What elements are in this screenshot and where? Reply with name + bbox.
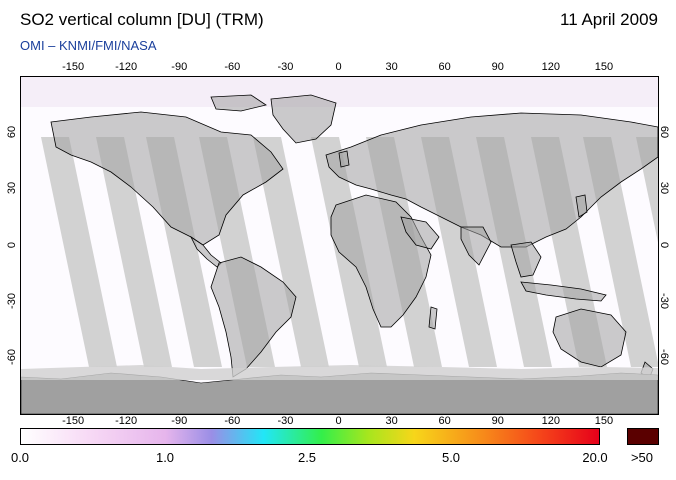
south-america [210, 256, 297, 378]
india [460, 226, 492, 266]
lon-tick-bottom: -90 [171, 415, 188, 427]
colorbar-overflow-label: >50 [630, 450, 654, 465]
lon-tick-top: -60 [224, 61, 241, 73]
lon-tick-bottom: -60 [224, 415, 241, 427]
lon-tick-top: -30 [277, 61, 294, 73]
colorbar-label: 1.0 [155, 450, 175, 465]
lat-tick-right: 60 [658, 126, 670, 139]
polar-mask [21, 365, 658, 380]
lat-tick-left: -30 [6, 292, 18, 309]
lon-tick-top: 120 [541, 61, 561, 73]
lat-tick-right: -30 [658, 292, 670, 309]
arabia [400, 216, 440, 250]
map-credit: OMI – KNMI/FMI/NASA [20, 38, 157, 53]
lon-tick-top: -150 [62, 61, 85, 73]
lon-tick-bottom: 120 [541, 415, 561, 427]
australia [552, 308, 627, 368]
lon-tick-top: -90 [171, 61, 188, 73]
lon-tick-bottom: -30 [277, 415, 294, 427]
arctic-islands [210, 94, 267, 112]
lat-tick-left: 60 [6, 126, 18, 139]
lon-tick-bottom: 0 [335, 415, 342, 427]
landmasses [50, 94, 658, 380]
lon-tick-top: 150 [594, 61, 614, 73]
colorbar-label: 5.0 [441, 450, 461, 465]
greenland [270, 94, 337, 144]
japan [575, 194, 588, 218]
madagascar [428, 306, 438, 330]
lat-tick-left: 30 [6, 182, 18, 195]
map-canvas [21, 77, 658, 414]
lon-tick-bottom: 30 [385, 415, 398, 427]
lon-tick-bottom: -120 [115, 415, 138, 427]
orbit-swath [96, 137, 172, 367]
uk [338, 150, 350, 168]
lat-tick-right: 30 [658, 182, 670, 195]
europe-asia [325, 112, 658, 248]
colorbar [20, 428, 600, 445]
lat-tick-right: -60 [658, 348, 670, 365]
colorbar-overflow-swatch [627, 428, 659, 445]
lon-tick-bottom: 150 [594, 415, 614, 427]
arctic-noise-band [21, 77, 658, 107]
lon-tick-bottom: 90 [491, 415, 504, 427]
lon-tick-top: 0 [335, 61, 342, 73]
lon-tick-bottom: -150 [62, 415, 85, 427]
lat-tick-right: 0 [658, 241, 670, 248]
southeast-asia [510, 241, 542, 278]
north-america [50, 111, 284, 246]
colorbar-label: 0.0 [10, 450, 30, 465]
colorbar-label: 20.0 [582, 450, 608, 465]
indonesia [520, 281, 607, 302]
lon-tick-bottom: 60 [438, 415, 451, 427]
orbit-swath [253, 137, 329, 367]
lon-tick-top: -120 [115, 61, 138, 73]
world-map [20, 76, 659, 415]
colorbar-label: 2.5 [297, 450, 317, 465]
lon-tick-top: 30 [385, 61, 398, 73]
lat-tick-left: 0 [6, 241, 18, 248]
colorbar-gradient [21, 429, 599, 444]
lon-tick-top: 90 [491, 61, 504, 73]
lon-tick-top: 60 [438, 61, 451, 73]
map-title: SO2 vertical column [DU] (TRM) [20, 10, 264, 29]
orbit-swath [41, 137, 117, 367]
map-date: 11 April 2009 [560, 10, 658, 29]
lat-tick-left: -60 [6, 348, 18, 365]
